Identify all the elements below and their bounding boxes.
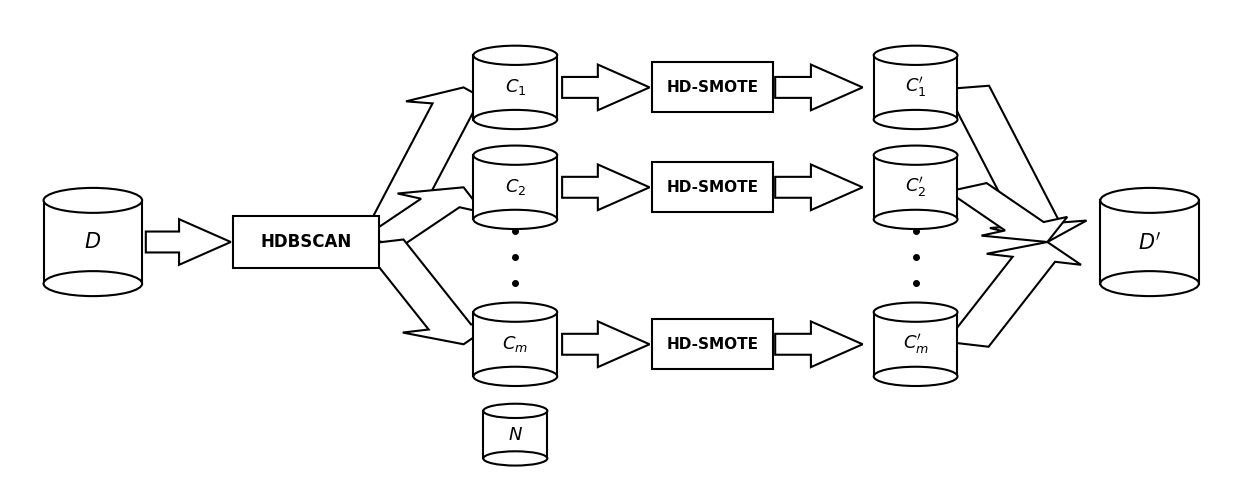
Polygon shape (474, 312, 557, 377)
Polygon shape (1100, 200, 1199, 284)
Polygon shape (474, 55, 557, 120)
Polygon shape (946, 242, 1081, 347)
Ellipse shape (43, 188, 143, 213)
Ellipse shape (874, 110, 957, 129)
Ellipse shape (484, 451, 547, 466)
Text: HD-SMOTE: HD-SMOTE (666, 180, 759, 195)
Ellipse shape (874, 146, 957, 165)
Polygon shape (775, 64, 863, 110)
Ellipse shape (474, 110, 557, 129)
Text: HDBSCAN: HDBSCAN (260, 233, 352, 251)
Polygon shape (949, 183, 1068, 242)
Ellipse shape (43, 271, 143, 296)
Polygon shape (562, 321, 650, 367)
Polygon shape (946, 86, 1086, 242)
Polygon shape (874, 312, 957, 377)
Text: $N$: $N$ (508, 425, 523, 444)
Polygon shape (775, 321, 863, 367)
Text: HD-SMOTE: HD-SMOTE (666, 337, 759, 352)
Bar (652, 62, 773, 112)
Bar (652, 162, 773, 212)
Text: $C_1$: $C_1$ (505, 77, 526, 97)
Ellipse shape (474, 45, 557, 65)
Polygon shape (146, 219, 231, 265)
Text: $C_2'$: $C_2'$ (905, 175, 926, 199)
Polygon shape (874, 55, 957, 120)
Polygon shape (484, 411, 547, 458)
Polygon shape (775, 165, 863, 210)
Ellipse shape (1100, 188, 1199, 213)
Ellipse shape (874, 302, 957, 322)
Ellipse shape (874, 210, 957, 229)
Ellipse shape (874, 367, 957, 386)
Text: HD-SMOTE: HD-SMOTE (666, 80, 759, 95)
Ellipse shape (474, 367, 557, 386)
Text: $C_1'$: $C_1'$ (905, 76, 926, 99)
Polygon shape (874, 155, 957, 219)
Text: $C_m$: $C_m$ (502, 334, 528, 354)
Ellipse shape (474, 302, 557, 322)
Bar (233, 216, 378, 268)
Polygon shape (562, 64, 650, 110)
Polygon shape (363, 187, 484, 246)
Ellipse shape (474, 210, 557, 229)
Bar (652, 319, 773, 369)
Text: $C_2$: $C_2$ (505, 177, 526, 197)
Ellipse shape (1100, 271, 1199, 296)
Text: $D$: $D$ (84, 232, 102, 252)
Ellipse shape (484, 404, 547, 418)
Polygon shape (361, 240, 497, 344)
Text: $C_m'$: $C_m'$ (903, 333, 929, 356)
Text: $D'$: $D'$ (1138, 231, 1162, 253)
Polygon shape (474, 155, 557, 219)
Polygon shape (43, 200, 143, 284)
Polygon shape (562, 165, 650, 210)
Ellipse shape (474, 146, 557, 165)
Ellipse shape (874, 45, 957, 65)
Polygon shape (361, 88, 502, 244)
